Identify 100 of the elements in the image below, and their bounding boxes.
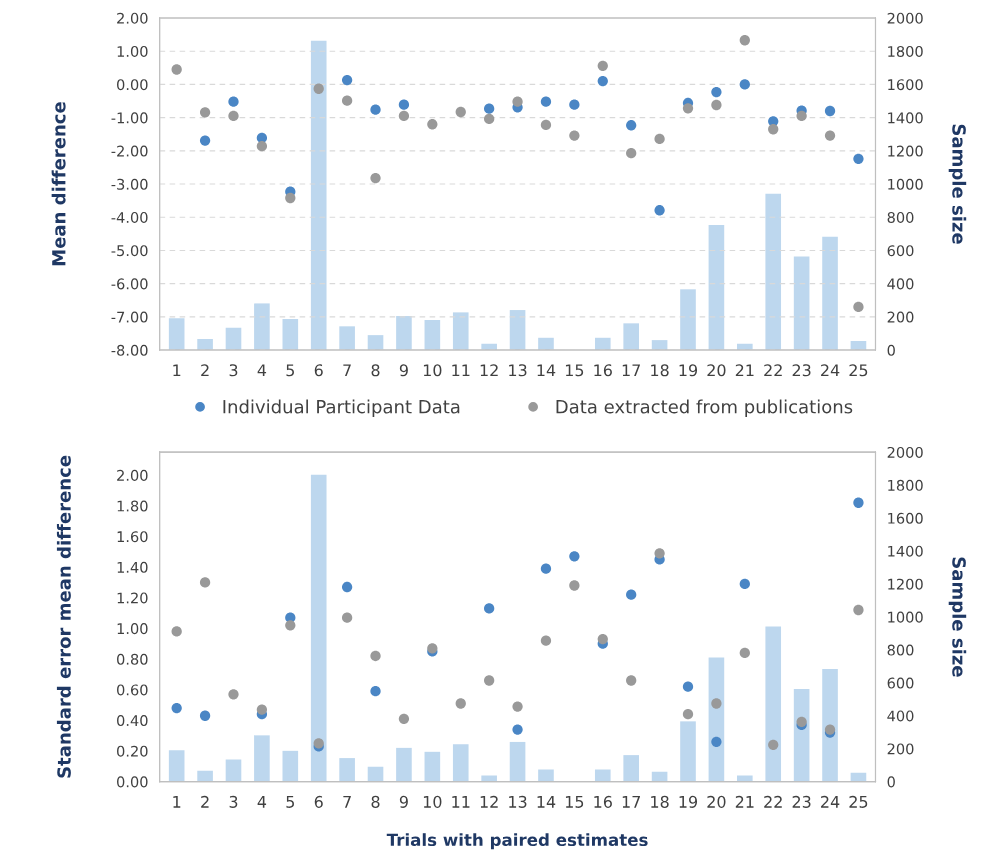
point xyxy=(853,497,864,508)
point xyxy=(398,99,410,110)
bar xyxy=(452,744,469,782)
point xyxy=(370,650,381,662)
point xyxy=(512,96,523,107)
x-tick-label: 23 xyxy=(792,364,811,377)
x-tick-label: 5 xyxy=(286,364,294,377)
x-tick-label: 24 xyxy=(821,795,840,808)
point xyxy=(739,647,750,659)
bar xyxy=(367,766,384,782)
point xyxy=(199,135,211,146)
bar xyxy=(793,688,810,782)
x-tick-label: 23 xyxy=(792,795,811,808)
y-tick-label: -7.00 xyxy=(111,311,148,323)
point xyxy=(256,141,268,152)
point xyxy=(569,99,580,110)
y2-tick-label: 0 xyxy=(887,776,895,788)
point xyxy=(540,635,552,646)
point xyxy=(341,581,353,593)
point xyxy=(654,205,665,216)
bar xyxy=(282,319,299,351)
y-tick-label: 1.80 xyxy=(117,500,148,512)
x-tick-label: 2 xyxy=(201,795,209,808)
bar xyxy=(225,327,242,351)
point xyxy=(398,110,410,122)
bar xyxy=(197,770,213,782)
point xyxy=(626,120,637,131)
y-tick-label: 0.80 xyxy=(117,653,148,665)
y2-axis-title: Sample size xyxy=(948,124,967,244)
x-tick-label: 21 xyxy=(735,364,754,377)
bar xyxy=(538,337,554,351)
y-tick-label: 0.40 xyxy=(117,715,148,727)
point xyxy=(597,633,608,645)
point xyxy=(171,626,182,637)
x-tick-label: 22 xyxy=(764,795,782,808)
y-tick-label: 1.60 xyxy=(117,531,148,543)
y2-tick-label: 600 xyxy=(887,677,914,689)
bar xyxy=(339,326,355,351)
point xyxy=(711,99,722,111)
point xyxy=(739,35,750,46)
bar xyxy=(310,474,327,782)
x-tick-label: 13 xyxy=(509,364,527,377)
point xyxy=(341,612,353,623)
point xyxy=(484,113,495,125)
y2-tick-label: 1600 xyxy=(888,79,923,91)
bar xyxy=(594,337,611,351)
x-tick-label: 11 xyxy=(452,364,470,377)
bar xyxy=(623,755,639,782)
x-tick-label: 4 xyxy=(257,364,267,377)
bar xyxy=(225,759,242,782)
point xyxy=(199,577,211,588)
y2-tick-label: 200 xyxy=(887,743,914,755)
y2-tick-label: 0 xyxy=(887,344,895,356)
point xyxy=(540,563,552,574)
y-tick-label: 1.20 xyxy=(117,592,148,604)
point xyxy=(853,604,864,616)
point xyxy=(285,192,296,204)
point xyxy=(853,301,864,313)
point xyxy=(711,698,722,709)
y2-tick-label: 1000 xyxy=(888,178,923,190)
x-tick-label: 4 xyxy=(257,796,267,808)
y-tick-label: 2.00 xyxy=(117,469,148,481)
bar xyxy=(509,310,526,351)
x-tick-label: 20 xyxy=(707,364,726,377)
point xyxy=(370,686,381,697)
point xyxy=(540,96,552,107)
point xyxy=(540,119,552,131)
y2-axis-title: Sample size xyxy=(948,557,967,677)
point xyxy=(739,79,750,90)
y2-tick-label: 400 xyxy=(887,710,914,722)
y-tick-label: 1.00 xyxy=(117,45,148,57)
x-tick-label: 17 xyxy=(622,796,640,808)
point xyxy=(484,603,495,614)
x-tick-label: 8 xyxy=(371,364,380,377)
x-tick-label: 17 xyxy=(622,364,640,377)
x-tick-label: 8 xyxy=(371,795,380,808)
bar xyxy=(822,236,838,351)
bar xyxy=(793,256,810,351)
point xyxy=(711,736,722,747)
bar xyxy=(168,750,185,782)
legend-label: Individual Participant Data xyxy=(223,399,460,417)
point xyxy=(171,702,182,714)
x-tick-label: 3 xyxy=(229,795,238,808)
x-tick-label: 6 xyxy=(314,795,323,808)
bar xyxy=(339,758,355,782)
y2-tick-label: 2000 xyxy=(887,446,923,458)
y-tick-label: 1.00 xyxy=(117,623,148,635)
bar xyxy=(594,769,611,782)
point xyxy=(455,106,466,118)
point xyxy=(199,710,211,721)
x-tick-label: 1 xyxy=(173,796,181,808)
point xyxy=(370,104,381,115)
bar xyxy=(168,318,185,351)
x-tick-label: 19 xyxy=(679,364,698,377)
x-tick-label: 24 xyxy=(821,364,840,377)
y2-tick-label: 1200 xyxy=(888,145,923,157)
x-tick-label: 14 xyxy=(537,364,556,377)
bar xyxy=(680,289,696,351)
bar xyxy=(396,316,412,351)
x-axis-title: Trials with paired estimates xyxy=(386,833,648,850)
